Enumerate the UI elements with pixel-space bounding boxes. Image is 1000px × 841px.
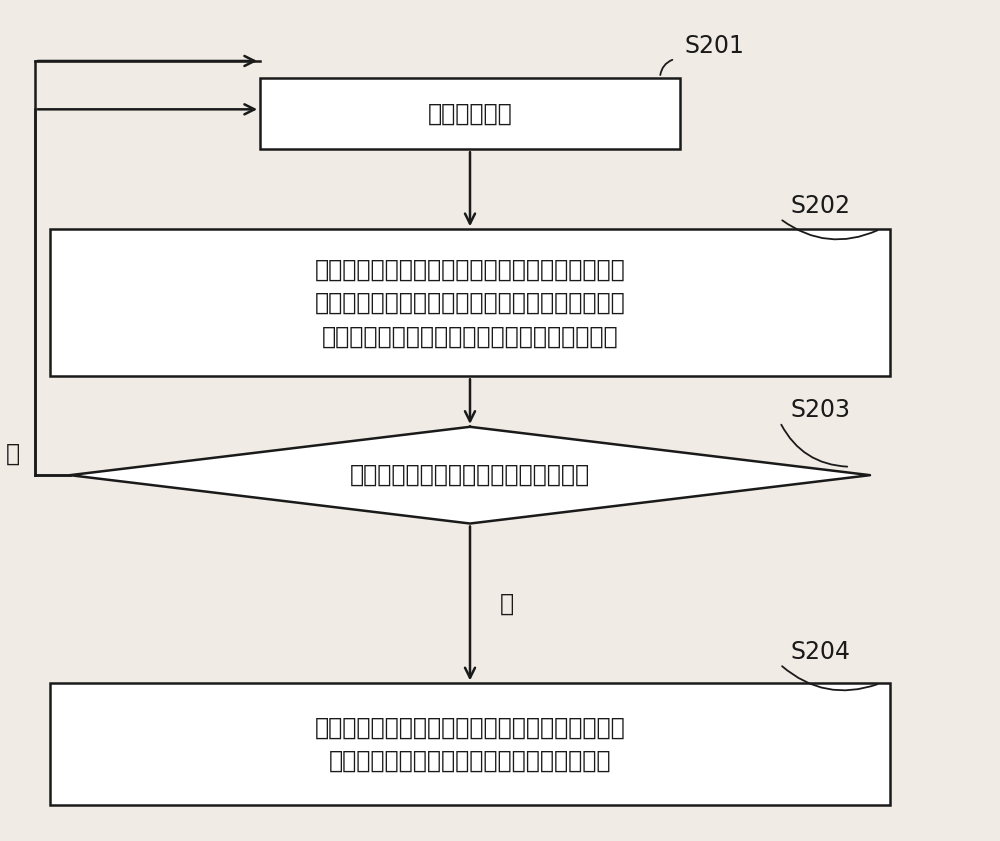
Bar — [50, 230, 890, 377]
Text: 按照所述满足重组条件的各分片报文缓存的位置的
位置顺序号的顺序，将各分片报文重组并发送: 按照所述满足重组条件的各分片报文缓存的位置的 位置顺序号的顺序，将各分片报文重组… — [315, 716, 625, 773]
Text: S201: S201 — [685, 34, 745, 58]
Text: S202: S202 — [790, 194, 850, 218]
Text: S204: S204 — [790, 640, 850, 664]
Polygon shape — [70, 427, 870, 523]
Text: S203: S203 — [790, 398, 850, 421]
Text: 是: 是 — [500, 591, 514, 616]
Text: 根据接收的分片报文携带的序列号值，确定所述分
片报文在当前缓冲区内的缓存的位置顺序号，并将
所述分片报文缓存在所述位置顺序号指示的位置: 根据接收的分片报文携带的序列号值，确定所述分 片报文在当前缓冲区内的缓存的位置顺… — [315, 257, 625, 348]
Bar — [50, 683, 890, 806]
Text: 接收分片报文: 接收分片报文 — [428, 102, 512, 125]
Bar — [260, 78, 680, 150]
Text: 判断是否存在满足重组条件的分片报文: 判断是否存在满足重组条件的分片报文 — [350, 463, 590, 487]
Text: 否: 否 — [6, 442, 20, 466]
